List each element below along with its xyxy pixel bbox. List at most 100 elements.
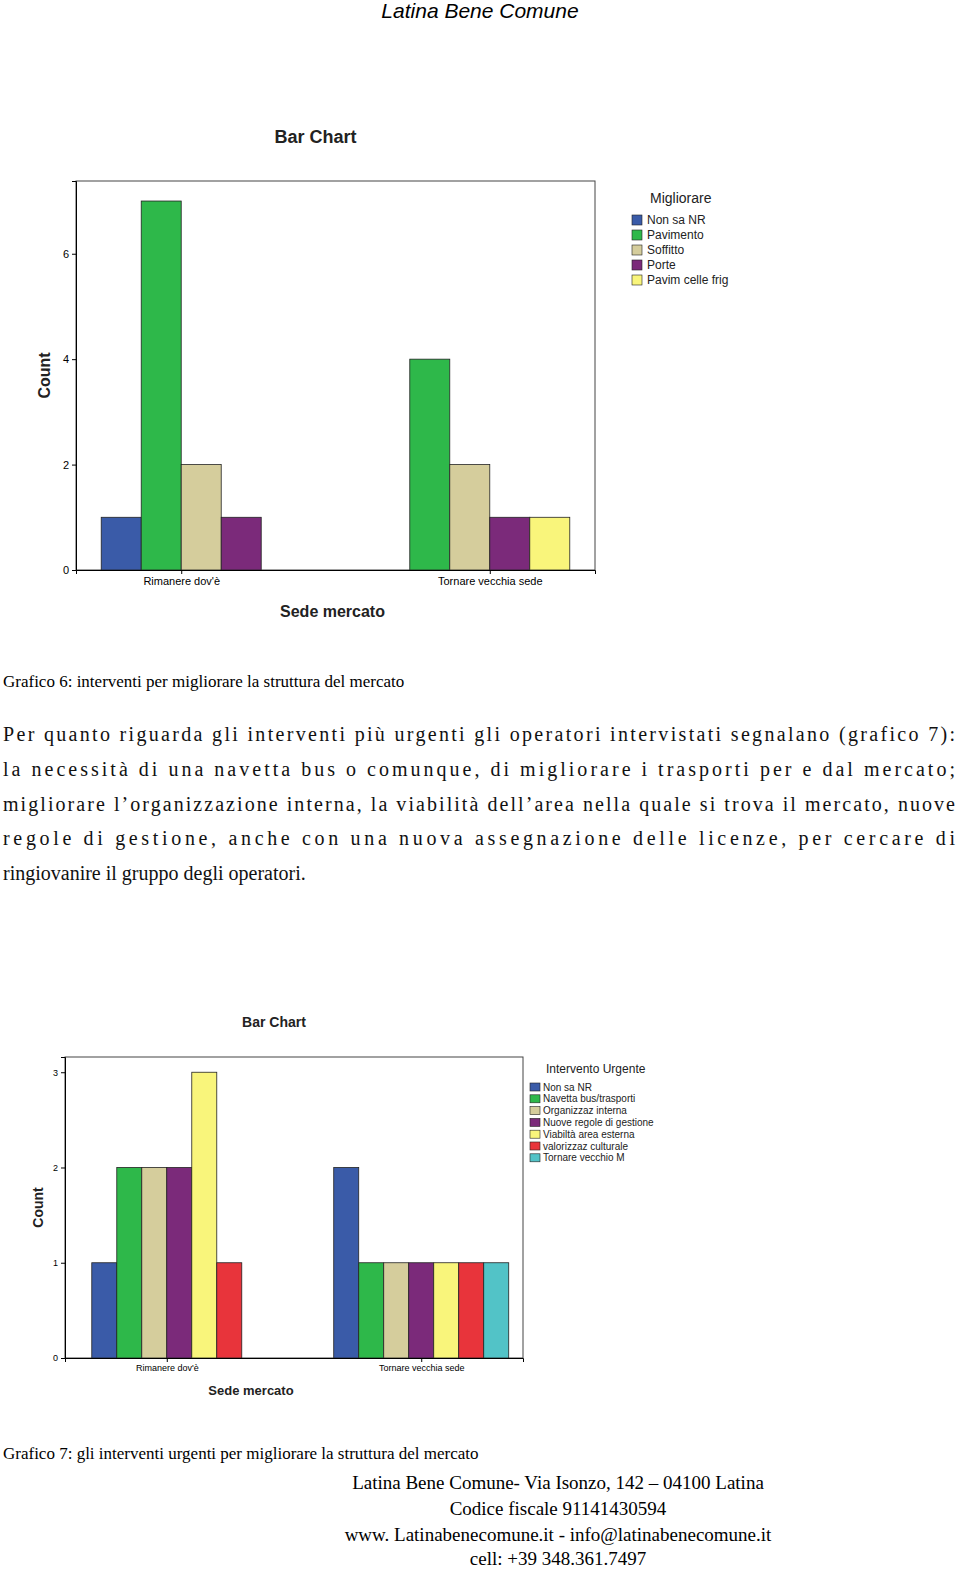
legend-label: Non sa NR <box>647 213 706 227</box>
footer-line: cell: +39 348.361.7497 <box>470 1548 646 1569</box>
legend-title: Migliorare <box>650 190 712 206</box>
axis-line <box>72 182 77 571</box>
legend-label: Organizzaz interna <box>543 1105 627 1116</box>
page-header: Latina Bene Comune <box>381 0 578 22</box>
tick-mark <box>61 1358 65 1359</box>
y-tick: 2 <box>63 459 76 471</box>
x-tick: Tornare vecchia sede <box>438 570 543 587</box>
legend-swatch <box>632 215 642 225</box>
bar <box>101 517 141 570</box>
legend-swatch <box>632 230 642 240</box>
footer-line: www. Latinabenecomune.it - info@latinabe… <box>345 1524 772 1545</box>
paragraph-line: Per quanto riguarda gli interventi più u… <box>3 723 955 746</box>
bar <box>141 201 181 570</box>
legend-swatch <box>530 1142 540 1150</box>
legend-swatch <box>632 245 642 255</box>
tick-label: 0 <box>53 1353 58 1363</box>
caption: Grafico 7: gli interventi urgenti per mi… <box>3 1444 479 1463</box>
y-axis-title: Count <box>36 352 53 399</box>
legend-label: Pavimento <box>647 228 704 242</box>
bar <box>484 1263 509 1358</box>
bar <box>192 1072 217 1358</box>
legend-swatch <box>632 275 642 285</box>
bars <box>101 201 570 570</box>
bar <box>530 517 570 570</box>
tick-label: Tornare vecchia sede <box>379 1363 465 1373</box>
axis-line <box>77 571 596 575</box>
tick-mark <box>490 570 491 574</box>
legend-label: Tornare vecchio M <box>543 1152 625 1163</box>
chart-title: Bar Chart <box>242 1014 306 1030</box>
bar <box>490 517 530 570</box>
footer-line: Latina Bene Comune- Via Isonzo, 142 – 04… <box>352 1472 764 1493</box>
tick-label: Tornare vecchia sede <box>438 575 543 587</box>
tick-mark <box>72 570 76 571</box>
tick-label: 0 <box>63 564 69 576</box>
bar <box>410 359 450 570</box>
y-axis: 0123 <box>53 1058 66 1364</box>
x-tick: Tornare vecchia sede <box>379 1358 465 1373</box>
y-tick: 3 <box>53 1068 65 1078</box>
y-axis: 0 2 4 6 <box>63 182 77 577</box>
legend-label: Viabiltà area esterna <box>543 1129 635 1140</box>
legend-label: Nuove regole di gestione <box>543 1117 654 1128</box>
bars <box>92 1072 509 1358</box>
x-axis: Rimanere dov'è Tornare vecchia sede <box>77 570 596 587</box>
legend-label: Soffitto <box>647 243 684 257</box>
paragraph-line: la necessità di una navetta bus o comunq… <box>3 758 955 781</box>
y-tick: 0 <box>63 564 76 576</box>
bar <box>117 1167 142 1358</box>
legend-swatch <box>530 1083 540 1091</box>
bar <box>434 1263 459 1358</box>
paragraph-line: regole di gestione, anche con una nuova … <box>3 827 955 850</box>
tick-label: 3 <box>53 1068 58 1078</box>
legend-swatch <box>530 1130 540 1138</box>
y-tick: 4 <box>63 353 76 365</box>
axis-line <box>66 1359 524 1363</box>
legend-swatch <box>530 1107 540 1115</box>
caption: Grafico 6: interventi per migliorare la … <box>3 672 404 691</box>
tick-mark <box>61 1263 65 1264</box>
tick-mark <box>61 1167 65 1168</box>
bar <box>450 465 490 570</box>
y-tick: 1 <box>53 1258 65 1268</box>
x-tick: Rimanere dov'è <box>143 570 220 587</box>
bar <box>181 465 221 570</box>
tick-label: Rimanere dov'è <box>143 575 220 587</box>
y-tick: 0 <box>53 1353 65 1363</box>
tick-mark <box>72 465 76 466</box>
legend: Migliorare Non sa NRPavimentoSoffittoPort… <box>632 190 728 287</box>
y-tick: 6 <box>63 248 76 260</box>
legend: Intervento Urgente Non sa NRNavetta bus/t… <box>530 1062 654 1163</box>
tick-mark <box>72 254 76 255</box>
tick-mark <box>181 570 182 574</box>
legend-label: Pavim celle frig <box>647 273 728 287</box>
tick-label: 1 <box>53 1258 58 1268</box>
bar <box>221 517 261 570</box>
tick-label: 4 <box>63 353 69 365</box>
bar <box>217 1263 242 1358</box>
bar <box>359 1263 384 1358</box>
bar <box>409 1263 434 1358</box>
axis-line <box>61 1058 66 1359</box>
plot-frame <box>76 181 595 570</box>
tick-mark <box>167 1358 168 1362</box>
plot-frame <box>65 1057 523 1358</box>
legend-label: Porte <box>647 258 676 272</box>
legend-swatch <box>632 260 642 270</box>
x-axis-title: Sede mercato <box>208 1383 293 1398</box>
tick-label: 2 <box>63 459 69 471</box>
paragraph-line: migliorare l’organizzazione interna, la … <box>3 793 955 816</box>
paragraph-line: ringiovanire il gruppo degli operatori. <box>3 862 306 885</box>
bar <box>384 1263 409 1358</box>
legend-label: Non sa NR <box>543 1082 592 1093</box>
legend-label: Navetta bus/trasporti <box>543 1093 635 1104</box>
tick-label: Rimanere dov'è <box>136 1363 199 1373</box>
legend-title: Intervento Urgente <box>546 1062 646 1076</box>
x-tick: Rimanere dov'è <box>136 1358 199 1373</box>
tick-mark <box>61 1072 65 1073</box>
chart: 0 2 4 6 Rimanere dov'è Tornare vecchia sede Ba… <box>36 127 728 620</box>
y-axis-title: Count <box>30 1187 46 1228</box>
chart-title: Bar Chart <box>274 127 356 147</box>
bar <box>334 1167 359 1358</box>
